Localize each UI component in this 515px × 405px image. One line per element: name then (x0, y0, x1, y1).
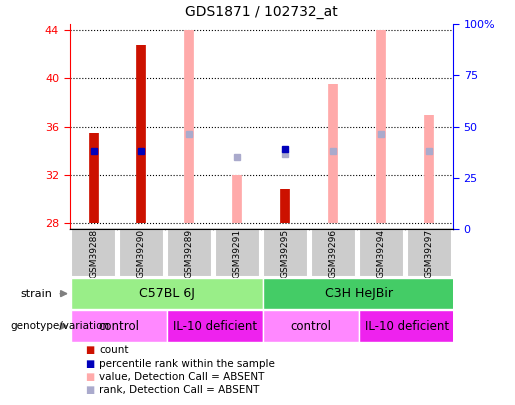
Text: rank, Detection Call = ABSENT: rank, Detection Call = ABSENT (99, 386, 260, 395)
Text: GSM39296: GSM39296 (329, 228, 338, 278)
Text: C3H HeJBir: C3H HeJBir (325, 287, 393, 300)
Bar (311, 229, 356, 277)
Text: GSM39291: GSM39291 (233, 228, 242, 278)
Text: genotype/variation: genotype/variation (10, 321, 109, 331)
Text: IL-10 deficient: IL-10 deficient (365, 320, 449, 333)
Bar (359, 229, 404, 277)
Bar (167, 229, 212, 277)
Bar (71, 311, 167, 341)
Bar (215, 229, 260, 277)
Text: ■: ■ (85, 386, 95, 395)
Bar (263, 278, 455, 309)
Text: GSM39295: GSM39295 (281, 228, 290, 278)
Text: GSM39294: GSM39294 (377, 229, 386, 277)
Text: GSM39289: GSM39289 (185, 228, 194, 278)
Bar (71, 278, 263, 309)
Bar (167, 311, 263, 341)
Text: ■: ■ (85, 359, 95, 369)
Text: control: control (98, 320, 140, 333)
Text: value, Detection Call = ABSENT: value, Detection Call = ABSENT (99, 372, 265, 382)
Bar (263, 229, 308, 277)
Text: C57BL 6J: C57BL 6J (139, 287, 195, 300)
Bar (359, 311, 455, 341)
Text: percentile rank within the sample: percentile rank within the sample (99, 359, 276, 369)
Bar (119, 229, 164, 277)
Text: GSM39288: GSM39288 (89, 228, 98, 278)
Text: count: count (99, 345, 129, 355)
Bar (407, 229, 452, 277)
Text: ■: ■ (85, 345, 95, 355)
Text: GSM39290: GSM39290 (137, 228, 146, 278)
Bar (263, 311, 359, 341)
Text: IL-10 deficient: IL-10 deficient (173, 320, 257, 333)
Text: ■: ■ (85, 372, 95, 382)
Text: GSM39297: GSM39297 (425, 228, 434, 278)
Text: control: control (290, 320, 331, 333)
Bar (71, 229, 116, 277)
Title: GDS1871 / 102732_at: GDS1871 / 102732_at (185, 5, 338, 19)
Text: strain: strain (21, 289, 53, 298)
